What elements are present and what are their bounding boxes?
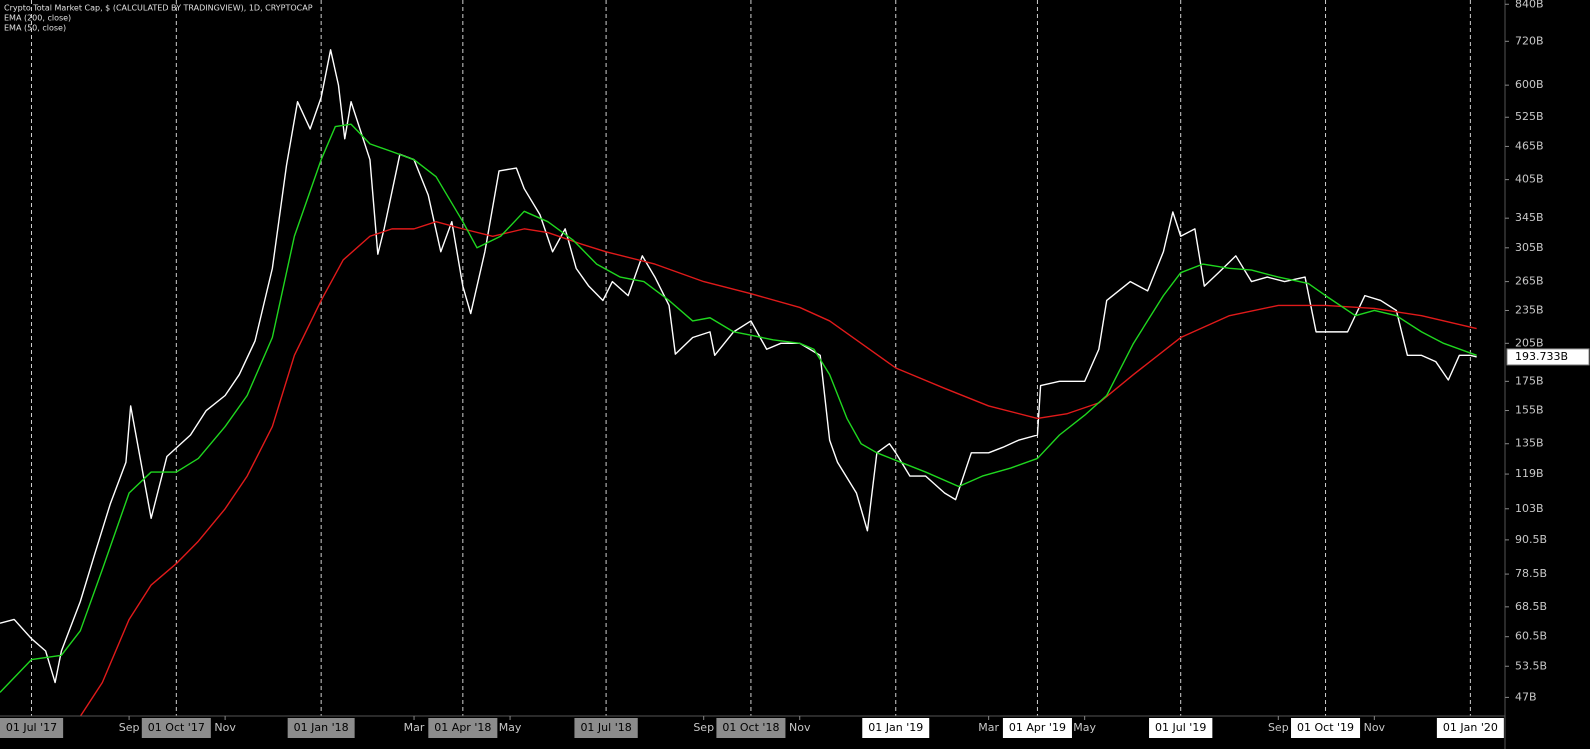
x-tick-label: May — [499, 721, 522, 734]
x-tick-label: 01 Jul '19 — [1155, 721, 1206, 734]
y-tick-label: 90.5B — [1515, 533, 1547, 546]
y-tick-label: 47B — [1515, 690, 1537, 703]
x-tick-label: Sep — [119, 721, 140, 734]
grid-layer — [30, 0, 1471, 716]
y-tick-label: 78.5B — [1515, 567, 1547, 580]
x-tick-label: Sep — [1268, 721, 1289, 734]
x-tick-box — [716, 718, 786, 738]
legend-entry: EMA (50, close) — [4, 24, 66, 33]
x-tick-box — [141, 718, 211, 738]
y-tick-label: 265B — [1515, 275, 1544, 288]
x-tick-box — [428, 718, 498, 738]
x-tick-label: Nov — [214, 721, 236, 734]
y-tick-label: 720B — [1515, 34, 1544, 47]
legend-entry: EMA (200, close) — [4, 14, 71, 23]
x-tick-label: 01 Apr '19 — [1009, 721, 1066, 734]
y-tick-label: 103B — [1515, 502, 1544, 515]
x-tick-label: 01 Apr '18 — [434, 721, 491, 734]
series-line — [0, 49, 1477, 684]
x-tick-box — [574, 718, 638, 738]
y-tick-label: 205B — [1515, 336, 1544, 349]
x-tick-box — [1291, 718, 1361, 738]
last-price-box — [1506, 348, 1590, 366]
x-tick-box — [0, 718, 64, 738]
y-tick-label: 465B — [1515, 139, 1544, 152]
y-tick-label: 235B — [1515, 303, 1544, 316]
y-tick-label: 53.5B — [1515, 659, 1547, 672]
y-tick-label: 175B — [1515, 374, 1544, 387]
x-tick-box — [862, 718, 930, 738]
y-tick-label: 600B — [1515, 78, 1544, 91]
x-tick-label: Nov — [789, 721, 811, 734]
y-tick-label: 525B — [1515, 110, 1544, 123]
x-tick-label: 01 Jan '19 — [868, 721, 923, 734]
y-tick-label: 119B — [1515, 467, 1544, 480]
y-tick-label: 155B — [1515, 404, 1544, 417]
y-tick-label: 135B — [1515, 437, 1544, 450]
y-tick-label: 405B — [1515, 173, 1544, 186]
x-tick-box — [287, 718, 355, 738]
x-tick-label: Mar — [404, 721, 425, 734]
series-line — [0, 123, 1477, 693]
x-tick-label: 01 Oct '17 — [148, 721, 205, 734]
x-tick-label: 01 Oct '18 — [722, 721, 779, 734]
x-tick-label: 01 Jan '20 — [1443, 721, 1498, 734]
y-tick-label: 68.5B — [1515, 600, 1547, 613]
x-tick-label: 01 Oct '19 — [1297, 721, 1354, 734]
y-tick-label: 60.5B — [1515, 630, 1547, 643]
x-tick-label: 01 Jul '18 — [580, 721, 631, 734]
last-price-label: 193.733B — [1515, 350, 1568, 363]
legend-entry: Crypto Total Market Cap, $ (CALCULATED B… — [4, 4, 313, 13]
x-tick-box — [1149, 718, 1213, 738]
y-tick-label: 305B — [1515, 241, 1544, 254]
legend: Crypto Total Market Cap, $ (CALCULATED B… — [4, 4, 313, 33]
x-tick-box — [1002, 718, 1072, 738]
x-tick-label: Mar — [978, 721, 999, 734]
x-tick-label: Nov — [1364, 721, 1386, 734]
series-line — [79, 220, 1477, 716]
x-tick-label: 01 Jan '18 — [294, 721, 349, 734]
x-tick-box — [1436, 718, 1504, 738]
x-tick-label: 01 Jul '17 — [6, 721, 57, 734]
y-tick-label: 840B — [1515, 0, 1544, 10]
x-tick-label: Sep — [693, 721, 714, 734]
y-tick-label: 345B — [1515, 211, 1544, 224]
x-tick-label: May — [1073, 721, 1096, 734]
lines-layer — [0, 49, 1477, 716]
